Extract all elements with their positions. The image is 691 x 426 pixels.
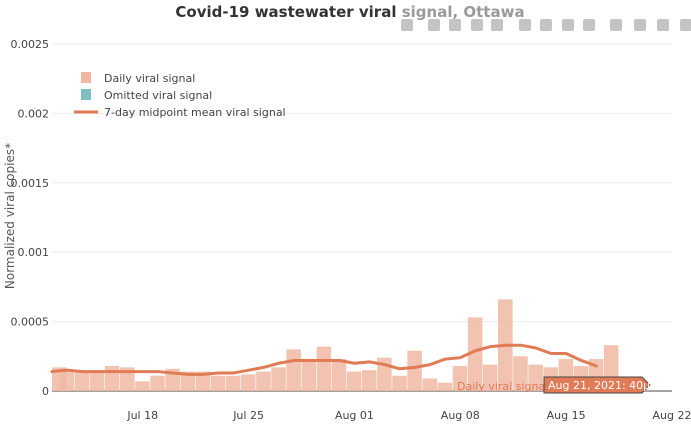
legend[interactable]: Daily viral signal Omitted viral signal 7-… [74, 72, 286, 119]
bar[interactable] [467, 317, 483, 391]
zoom-in-icon[interactable] [519, 19, 531, 31]
x-tick-label: Aug 22 [653, 409, 691, 422]
hover-tooltip: Daily viral signal Aug 21, 2021: 40µ [457, 376, 651, 394]
y-tick-label: 0.0005 [11, 316, 50, 329]
y-tick-label: 0 [42, 385, 49, 398]
spike-icon-glyph [610, 19, 622, 31]
bar[interactable] [437, 382, 453, 391]
bar[interactable] [331, 359, 347, 391]
bar[interactable] [422, 378, 438, 391]
camera-icon-glyph [401, 19, 413, 31]
hover-closest-icon[interactable] [634, 19, 646, 31]
bar[interactable] [301, 360, 317, 391]
bar[interactable] [407, 350, 422, 391]
hover-compare-icon[interactable] [657, 19, 669, 31]
hover-closest-icon-glyph [634, 19, 646, 31]
legend-label: Daily viral signal [104, 72, 195, 85]
bar[interactable] [346, 371, 362, 391]
hover-series-label: Daily viral signal [457, 380, 548, 393]
autoscale-icon-glyph [562, 19, 574, 31]
pan-icon-glyph [449, 19, 461, 31]
legend-label: 7-day midpoint mean viral signal [104, 106, 286, 119]
mean-line[interactable] [50, 343, 598, 376]
zoom-out-icon[interactable] [540, 19, 552, 31]
y-axis-title: Normalized viral copies* [3, 143, 17, 289]
legend-item[interactable]: 7-day midpoint mean viral signal [74, 106, 286, 119]
bar[interactable] [513, 356, 528, 391]
bar[interactable] [392, 375, 407, 391]
home-icon-glyph [583, 19, 595, 31]
hover-box [543, 376, 651, 394]
x-tick-label: Aug 15 [547, 409, 586, 422]
box-select-icon-glyph [471, 19, 483, 31]
bar[interactable] [286, 349, 301, 391]
chart-title-main: Covid-19 wastewater viral [175, 3, 396, 21]
bar[interactable] [195, 371, 211, 391]
bar[interactable] [241, 374, 256, 391]
chart-title-faded: signal, Ottawa [396, 3, 524, 21]
zoom-in-icon-glyph [519, 19, 531, 31]
legend-swatch [81, 72, 91, 83]
zoom-icon-glyph [428, 19, 440, 31]
home-icon[interactable] [583, 19, 595, 31]
bar[interactable] [452, 366, 468, 391]
plotly-logo-icon-glyph [680, 19, 691, 31]
x-tick-label: Aug 01 [335, 409, 374, 422]
legend-item[interactable]: Daily viral signal [81, 72, 195, 85]
x-tick-label: Jul 25 [232, 409, 264, 422]
bar[interactable] [528, 364, 543, 391]
line-series-mean [50, 343, 598, 376]
bar[interactable] [256, 371, 271, 391]
bar[interactable] [89, 371, 105, 391]
legend-label: Omitted viral signal [104, 89, 212, 102]
x-tick-label: Jul 18 [126, 409, 158, 422]
legend-item[interactable]: Omitted viral signal [81, 89, 212, 102]
bar[interactable] [271, 367, 286, 391]
hover-value-label: Aug 21, 2021: 40µ [548, 379, 650, 392]
y-tick-label: 0.0015 [11, 177, 50, 190]
y-axis-ticks: 0 0.0005 0.001 0.0015 0.002 0.0025 [11, 38, 50, 398]
hover-compare-icon-glyph [657, 19, 669, 31]
y-tick-label: 0.0025 [11, 38, 50, 51]
bar[interactable] [74, 371, 90, 391]
lasso-icon-glyph [491, 19, 503, 31]
bar[interactable] [225, 375, 241, 391]
spike-icon[interactable] [610, 19, 622, 31]
bar[interactable] [210, 375, 226, 391]
modebar-toolbar [401, 19, 691, 31]
pan-icon[interactable] [449, 19, 461, 31]
plotly-logo-icon[interactable] [680, 19, 691, 31]
bar[interactable] [120, 367, 135, 391]
bar[interactable] [482, 364, 498, 391]
x-axis-ticks: Jul 18 Jul 25 Aug 01 Aug 08 Aug 15 Aug 22 [126, 409, 691, 422]
zoom-out-icon-glyph [540, 19, 552, 31]
chart-title: Covid-19 wastewater viral signal, Ottawa [175, 3, 524, 21]
bar[interactable] [316, 346, 332, 391]
y-tick-label: 0.002 [18, 107, 50, 120]
zoom-icon[interactable] [428, 19, 440, 31]
legend-swatch [81, 89, 91, 100]
bar[interactable] [104, 366, 120, 391]
bar[interactable] [362, 370, 377, 391]
lasso-icon[interactable] [491, 19, 503, 31]
camera-icon[interactable] [401, 19, 413, 31]
bar[interactable] [59, 370, 75, 391]
bar[interactable] [135, 381, 150, 391]
bar[interactable] [150, 375, 165, 391]
box-select-icon[interactable] [471, 19, 483, 31]
x-tick-label: Aug 08 [441, 409, 480, 422]
y-tick-label: 0.001 [18, 246, 50, 259]
autoscale-icon[interactable] [562, 19, 574, 31]
bar[interactable] [180, 371, 196, 391]
